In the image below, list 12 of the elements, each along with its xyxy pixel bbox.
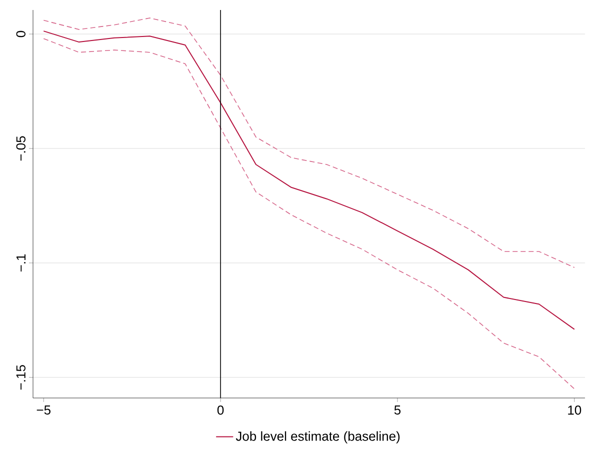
x-tick-label: 10 bbox=[568, 406, 582, 415]
line-series bbox=[43, 30, 575, 330]
legend-label: Job level estimate (baseline) bbox=[236, 431, 400, 444]
y-tick-label: −.1 bbox=[16, 254, 26, 272]
x-tick-label: −5 bbox=[36, 406, 50, 415]
line-series bbox=[43, 18, 575, 268]
y-tick-label: −.15 bbox=[16, 365, 26, 390]
x-tick-label: 5 bbox=[394, 406, 401, 415]
line-series bbox=[43, 38, 575, 390]
y-tick-label: −.05 bbox=[16, 136, 26, 161]
x-tick-label: 0 bbox=[217, 406, 224, 415]
y-tick-label: 0 bbox=[16, 30, 26, 38]
